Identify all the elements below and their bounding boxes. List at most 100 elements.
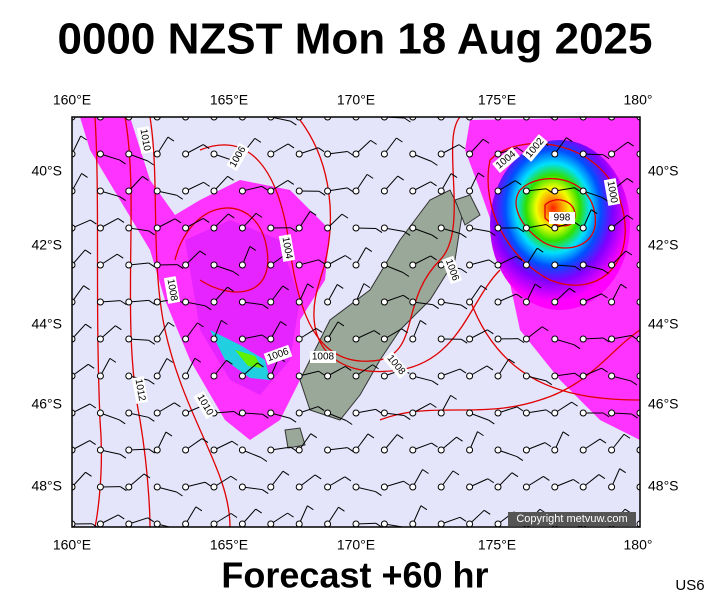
barb-station: [552, 225, 558, 231]
barb-station: [609, 484, 615, 490]
barb-station: [580, 225, 586, 231]
barb-flag: [119, 111, 125, 115]
barb-station: [239, 299, 245, 305]
barb-station: [183, 484, 189, 490]
barb-station: [296, 410, 302, 416]
barb-station: [154, 521, 160, 527]
barb-station: [467, 336, 473, 342]
barb-station: [97, 225, 103, 231]
barb-station: [183, 262, 189, 268]
barb-station: [495, 299, 501, 305]
barb-station: [523, 336, 529, 342]
barb-station: [495, 262, 501, 268]
barb-station: [523, 373, 529, 379]
barb-station: [97, 262, 103, 268]
barb-station: [183, 299, 189, 305]
barb-station: [126, 521, 132, 527]
lon-label-bottom: 160°E: [53, 537, 91, 553]
barb-station: [211, 299, 217, 305]
barb-station: [126, 373, 132, 379]
barb-flag: [203, 108, 209, 112]
lon-label-top: 160°E: [53, 92, 91, 108]
barb-station: [523, 299, 529, 305]
barb-station: [410, 336, 416, 342]
barb-station: [239, 262, 245, 268]
barb-stem: [640, 181, 658, 191]
barb-station: [467, 373, 473, 379]
barb-station: [552, 373, 558, 379]
barb-flag: [319, 112, 325, 116]
barb-station: [410, 262, 416, 268]
barb-station: [154, 225, 160, 231]
barb-station: [183, 151, 189, 157]
barb-station: [239, 484, 245, 490]
barb-station: [523, 484, 529, 490]
barb-station: [580, 447, 586, 453]
barb-station: [467, 447, 473, 453]
lon-label-bottom: 175°E: [478, 537, 516, 553]
barb-station: [353, 225, 359, 231]
barb-station: [268, 225, 274, 231]
barb-station: [211, 262, 217, 268]
barb-flag: [656, 216, 662, 220]
barb-flag: [652, 101, 658, 105]
barb-station: [580, 336, 586, 342]
barb-stem: [640, 374, 660, 376]
barb-station: [154, 299, 160, 305]
barb-station: [183, 188, 189, 194]
barb-station: [381, 521, 387, 527]
barb-station: [467, 151, 473, 157]
barb-station: [239, 447, 245, 453]
barb-station: [126, 336, 132, 342]
barb-stem: [583, 111, 602, 117]
barb-station: [523, 410, 529, 416]
barb-station: [126, 262, 132, 268]
barb-station: [438, 151, 444, 157]
lat-label-left: 46°S: [31, 396, 62, 412]
copyright: Copyright metvuw.com: [516, 513, 627, 525]
barb-flag: [660, 447, 666, 451]
barb-stem: [640, 447, 660, 450]
barb-station: [438, 484, 444, 490]
barb-station: [268, 151, 274, 157]
barb-station: [609, 299, 615, 305]
barb-flag: [602, 111, 608, 115]
barb-station: [154, 188, 160, 194]
barb-station: [609, 447, 615, 453]
barb-station: [410, 299, 416, 305]
barb-station: [268, 262, 274, 268]
barb-station: [154, 151, 160, 157]
barb-station: [239, 336, 245, 342]
barb-station: [97, 151, 103, 157]
barb-station: [467, 262, 473, 268]
barb-stem: [555, 101, 567, 117]
contour-label: 1008: [310, 351, 336, 363]
barb-station: [154, 262, 160, 268]
lon-label-top: 175°E: [478, 92, 516, 108]
lon-label-bottom: 180°: [624, 537, 653, 553]
barb-stem: [328, 107, 345, 117]
barb-station: [495, 225, 501, 231]
barb-stem: [441, 99, 450, 117]
barb-station: [523, 447, 529, 453]
barb-station: [296, 447, 302, 453]
barb-station: [268, 188, 274, 194]
barb-station: [97, 373, 103, 379]
barb-station: [410, 188, 416, 194]
barb-station: [495, 447, 501, 453]
barb-flag: [232, 109, 238, 113]
lat-label-left: 40°S: [31, 163, 62, 179]
barb-station: [438, 373, 444, 379]
barb-station: [183, 225, 189, 231]
barb-station: [381, 484, 387, 490]
barb-station: [325, 188, 331, 194]
barb-station: [239, 188, 245, 194]
barb-station: [552, 262, 558, 268]
barb-flag: [451, 99, 457, 103]
barb-station: [183, 336, 189, 342]
barb-station: [126, 151, 132, 157]
barb-station: [438, 299, 444, 305]
barb-station: [552, 484, 558, 490]
barb-stem: [640, 216, 656, 228]
barb-station: [268, 336, 274, 342]
